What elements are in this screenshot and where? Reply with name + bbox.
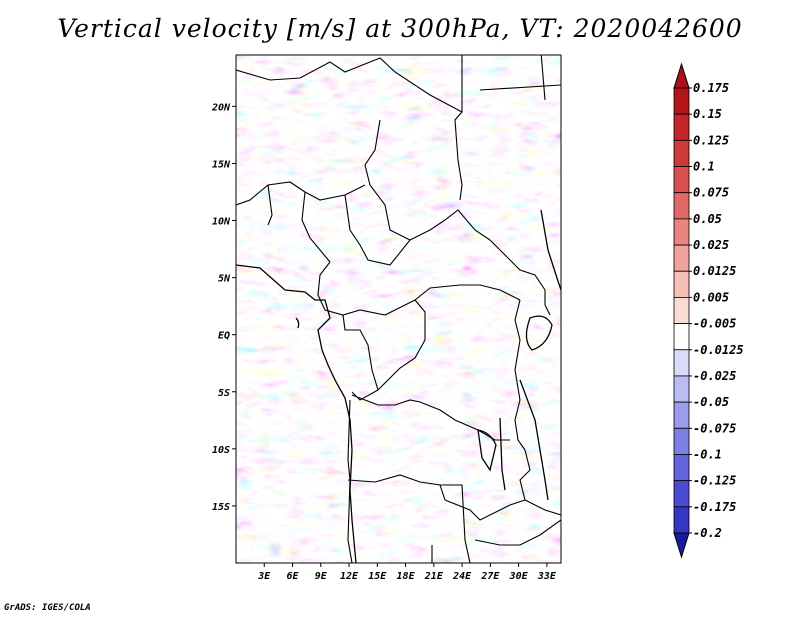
colorbar-swatch — [673, 375, 690, 403]
colorbar-label: 0.15 — [693, 107, 722, 121]
colorbar-bottom-triangle — [673, 532, 690, 559]
lat-tick-label: 15S — [212, 502, 230, 513]
colorbar-label: 0.005 — [693, 290, 729, 304]
colorbar-swatch — [673, 401, 690, 429]
colorbar-label: -0.075 — [693, 421, 736, 435]
lat-tick-label: 10N — [212, 217, 231, 228]
velocity-field — [236, 55, 561, 563]
colorbar-swatch — [673, 427, 690, 455]
map-frame — [235, 54, 562, 564]
colorbar-label: 0.0125 — [693, 264, 736, 278]
colorbar-swatch — [673, 323, 690, 351]
lat-tick-label: 5N — [218, 274, 231, 285]
lon-tick-label: 12E — [340, 571, 359, 582]
lon-tick-label: 15E — [368, 571, 387, 582]
colorbar-swatch — [673, 192, 690, 220]
lat-tick-label: 10S — [212, 445, 230, 456]
colorbar-label: 0.175 — [693, 81, 729, 95]
lon-tick-label: 9E — [315, 571, 328, 582]
colorbar-label: 0.075 — [693, 186, 729, 200]
lon-tick-label: 24E — [452, 571, 472, 582]
colorbar-label: -0.125 — [693, 474, 736, 488]
colorbar-swatch — [673, 480, 690, 508]
colorbar-label: 0.125 — [693, 133, 729, 147]
colorbar-label: -0.0125 — [693, 343, 744, 357]
lat-tick-label: 5S — [218, 388, 230, 399]
colorbar-label: 0.025 — [693, 238, 729, 252]
colorbar-label: -0.1 — [693, 447, 722, 461]
colorbar-swatch — [673, 139, 690, 167]
latitude-axis: 20N 15N 10N 5N EQ 5S 10S 15S — [211, 102, 236, 513]
colorbar-swatch — [673, 113, 690, 141]
lon-tick-label: 21E — [424, 571, 444, 582]
colorbar-swatch — [673, 506, 690, 534]
colorbar-swatch — [673, 270, 690, 298]
lat-tick-label: EQ — [218, 331, 230, 342]
colorbar-label: -0.175 — [693, 500, 736, 514]
lon-tick-label: 30E — [509, 571, 529, 582]
colorbar-swatch — [673, 244, 690, 272]
colorbar: 0.175 0.15 0.125 0.1 0.075 0.05 0.025 0.0125 0.0… — [673, 62, 744, 559]
colorbar-swatch — [673, 87, 690, 115]
colorbar-swatch — [673, 454, 690, 482]
lon-tick-label: 33E — [537, 571, 557, 582]
colorbar-label: 0.1 — [693, 160, 715, 174]
lon-tick-label: 27E — [480, 571, 500, 582]
colorbar-top-triangle — [673, 62, 690, 89]
colorbar-label: -0.025 — [693, 369, 736, 383]
colorbar-swatch — [673, 218, 690, 246]
longitude-axis: 3E 6E 9E 12E 15E 18E 21E 24E 27E 30E 33E — [257, 563, 557, 582]
colorbar-label: -0.005 — [693, 317, 736, 331]
lat-tick-label: 20N — [211, 102, 231, 113]
plot-title: Vertical velocity [m/s] at 300hPa, VT: 2… — [57, 14, 743, 43]
grads-credit: GrADS: IGES/COLA — [4, 603, 91, 613]
colorbar-label: -0.2 — [693, 526, 722, 540]
colorbar-label: 0.05 — [693, 212, 722, 226]
lat-tick-label: 15N — [212, 159, 231, 170]
coastlines-and-lakes — [236, 209, 561, 563]
lon-tick-label: 3E — [257, 571, 271, 582]
lon-tick-label: 6E — [286, 571, 299, 582]
lon-tick-label: 18E — [397, 571, 416, 582]
colorbar-swatch — [673, 297, 690, 324]
colorbar-swatch — [673, 166, 690, 194]
colorbar-label: -0.05 — [693, 395, 729, 409]
colorbar-swatch — [673, 349, 690, 377]
